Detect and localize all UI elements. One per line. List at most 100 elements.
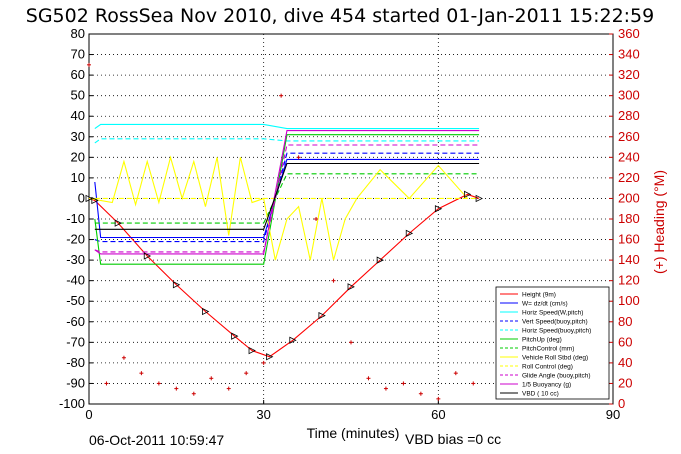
y-tick-label: 30	[71, 129, 85, 144]
depth-marker	[475, 194, 483, 203]
heading-point	[366, 376, 371, 381]
legend-label: VBD ( 10 cc)	[522, 391, 559, 398]
y2-tick-label: 320	[618, 67, 640, 82]
depth-marker	[91, 196, 99, 205]
heading-point	[349, 340, 353, 345]
y-tick-label: -80	[66, 355, 85, 370]
chart-title: SG502 RossSea Nov 2010, dive 454 started…	[26, 5, 654, 27]
heading-point	[209, 376, 214, 381]
y-tick-label: -50	[66, 293, 85, 308]
heading-point	[383, 386, 388, 391]
y-tick-label: 80	[71, 26, 85, 41]
y2-tick-label: 220	[618, 170, 640, 185]
left-axis: 80 70 60 50 40 30 20 10 0 -10 -20 -30 -40 -50 -60 -70 -8…	[59, 26, 93, 411]
legend-label: Glide Angle (buoy,pitch)	[522, 373, 591, 380]
legend-label: 1/5 Buoyancy (g)	[522, 382, 571, 389]
heading-point	[156, 381, 161, 386]
heading-point	[244, 371, 249, 376]
right-axis: 3603403203002802602402202001801601401201…	[609, 26, 640, 411]
series-line	[94, 138, 480, 144]
y2-tick-label: 360	[618, 26, 640, 41]
heading-point	[87, 62, 91, 67]
heading-point	[331, 278, 336, 283]
series-line	[94, 123, 480, 130]
y-tick-label: 20	[71, 149, 85, 164]
depth-marker	[248, 346, 256, 355]
heading-point	[261, 360, 266, 365]
y2-tick-label: 160	[618, 232, 640, 247]
heading-point	[418, 391, 423, 396]
series-line	[94, 162, 480, 230]
y2-tick-label: 280	[618, 108, 640, 123]
heading-point	[191, 391, 196, 396]
depth-marker	[85, 194, 93, 203]
right-axis-label: (+) Heading (°M)	[651, 170, 667, 274]
depth-marker	[172, 281, 181, 289]
series-line	[94, 134, 480, 265]
legend: Height (9m) W= dz/dt (cm/s) Horiz Speed(W,…	[495, 286, 610, 400]
depth-marker	[289, 336, 297, 344]
x-tick-label: 60	[431, 407, 445, 422]
y-tick-label: -30	[66, 252, 85, 267]
heading-point	[471, 381, 476, 386]
y-tick-label: 0	[78, 190, 85, 205]
y2-tick-label: 80	[618, 314, 632, 329]
y-tick-label: 60	[71, 67, 85, 82]
y2-tick-label: 240	[618, 149, 640, 164]
y2-tick-label: 340	[618, 47, 640, 62]
y-tick-label: 40	[71, 108, 85, 123]
x-tick-label: 30	[256, 407, 270, 422]
series-line	[88, 155, 468, 261]
heading-point	[174, 386, 179, 391]
heading-point	[226, 386, 231, 391]
series-line	[94, 173, 480, 224]
depth-marker	[464, 190, 472, 198]
series-layer	[88, 123, 480, 358]
x-axis-label: Time (minutes)	[307, 425, 400, 441]
heading-point	[296, 155, 301, 160]
legend-label: Vehicle Roll Stbd (deg)	[522, 355, 588, 362]
depth-marker	[376, 256, 385, 264]
depth-markers	[85, 190, 483, 361]
y-tick-label: -90	[66, 375, 85, 390]
y2-tick-label: 300	[618, 88, 640, 103]
heading-point	[139, 371, 144, 376]
heading-point	[453, 371, 458, 376]
vbd-bias-label: VBD bias =0 cc	[405, 431, 501, 447]
depth-marker	[347, 283, 355, 291]
y2-tick-label: 260	[618, 129, 640, 144]
depth-marker	[318, 311, 326, 320]
y2-tick-label: 140	[618, 252, 640, 267]
depth-marker	[266, 353, 274, 361]
y-tick-label: -40	[66, 273, 85, 288]
y-tick-label: -100	[59, 396, 85, 411]
depth-marker	[114, 219, 123, 227]
heading-point	[104, 381, 109, 386]
legend-label: Horiz Speed(W,pitch)	[522, 310, 583, 317]
x-tick-label: 0	[85, 407, 92, 422]
series-line	[94, 130, 480, 255]
legend-label: Height (9m)	[522, 292, 556, 299]
heading-point	[279, 93, 284, 98]
legend-label: PitchControl (mm)	[522, 346, 574, 353]
legend-label: Horiz Speed(buoy,pitch)	[522, 328, 591, 335]
legend-label: W= dz/dt (cm/s)	[522, 301, 568, 308]
depth-marker	[434, 205, 443, 213]
heading-point	[401, 381, 406, 386]
x-tick-label: 90	[606, 407, 620, 422]
y-tick-label: -20	[66, 232, 85, 247]
series-line	[94, 152, 480, 243]
heading-point	[436, 396, 441, 401]
footer-date: 06-Oct-2011 10:59:47	[89, 432, 224, 448]
y2-tick-label: 0	[618, 396, 625, 411]
series-line	[94, 158, 480, 239]
depth-marker	[143, 252, 152, 260]
heading-point	[314, 217, 319, 221]
y-tick-label: 10	[71, 170, 85, 185]
y-tick-label: 70	[71, 47, 85, 62]
depth-marker	[231, 332, 239, 340]
heading-points	[87, 62, 476, 401]
depth-marker	[202, 307, 210, 316]
y2-tick-label: 120	[618, 273, 640, 288]
